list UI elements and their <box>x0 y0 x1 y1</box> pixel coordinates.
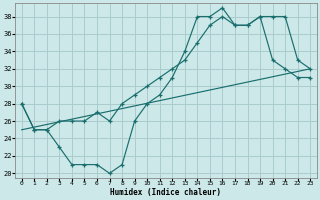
X-axis label: Humidex (Indice chaleur): Humidex (Indice chaleur) <box>110 188 221 197</box>
